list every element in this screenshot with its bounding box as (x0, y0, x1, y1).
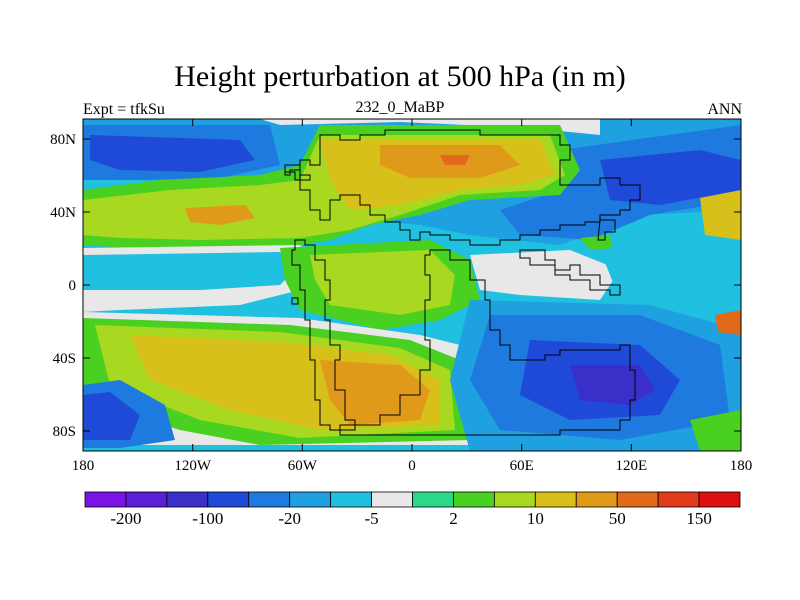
colorbar-labels: -200 -100 -20 -5 2 10 50 150 (110, 509, 711, 528)
fill-sw-deepblue (83, 392, 140, 440)
y-tick-label: 80S (53, 424, 76, 440)
colorbar-swatch (330, 491, 372, 508)
x-tick-label: 120E (615, 458, 647, 474)
colorbar-swatch (166, 491, 209, 508)
fill-east-trop-neutral (470, 250, 620, 300)
x-tick-label: 60W (288, 458, 318, 474)
fill-east-trop-cyan (600, 240, 741, 325)
y-tick-label: 0 (69, 278, 77, 294)
continent-outlines (284, 129, 641, 436)
x-axis-labels: 180 120W 60W 0 60E 120E 180 (72, 458, 753, 474)
colorbar-label: 150 (686, 509, 712, 528)
x-tick-label: 120W (174, 458, 212, 474)
fill-south-orange (320, 360, 430, 425)
fill-nmid-darkorange (440, 155, 470, 165)
outline-north-america (284, 129, 641, 246)
time-label: 232_0_MaBP (355, 99, 445, 116)
experiment-label: Expt = tfkSu (83, 101, 165, 118)
colorbar-swatch (616, 491, 659, 508)
colorbar-label: -5 (364, 509, 378, 528)
outline-island (597, 219, 616, 241)
colorbar-swatch (248, 491, 291, 508)
colorbar-swatch (657, 491, 700, 508)
x-tick-label: 180 (730, 458, 753, 474)
season-label: ANN (707, 101, 742, 118)
outline-greenland (284, 164, 311, 181)
colorbar-swatch (575, 491, 618, 508)
colorbar-swatch (453, 491, 495, 508)
colorbar-label: -20 (278, 509, 301, 528)
colorbar-label: 10 (527, 509, 544, 528)
outline-africa (339, 249, 636, 436)
outline-small-island (291, 297, 299, 305)
x-tick-label: 0 (408, 458, 416, 474)
y-axis-ticks (83, 138, 741, 432)
colorbar-swatch (371, 491, 413, 508)
y-tick-label: 40S (53, 351, 76, 367)
colorbar-label: -200 (110, 509, 141, 528)
outline-south-america (291, 239, 356, 431)
plot-title: Height perturbation at 500 hPa (in m) (174, 60, 626, 93)
colorbar-swatch (493, 491, 536, 508)
fill-arctic-neutral (260, 119, 600, 135)
y-tick-label: 40N (50, 205, 76, 221)
colorbar-swatch (207, 491, 250, 508)
colorbar-swatch (125, 491, 168, 508)
colorbar-label: 2 (449, 509, 458, 528)
colorbar-swatch (84, 491, 127, 508)
fill-asia-green (580, 235, 612, 250)
colorbar-swatch (412, 491, 454, 508)
fill-trop-lime (310, 250, 455, 315)
fill-se-purple (570, 365, 655, 405)
contour-fills (83, 119, 741, 451)
y-axis-labels: 80N 40N 0 40S 80S (50, 132, 76, 440)
y-tick-label: 80N (50, 132, 76, 148)
fill-east-deepblue (600, 150, 741, 205)
colorbar-label: -100 (192, 509, 223, 528)
colorbar-swatch (289, 491, 332, 508)
fill-east-edge-yellow (700, 190, 741, 240)
colorbar-swatch (534, 491, 577, 508)
fill-se-green (690, 410, 741, 451)
colorbar (84, 491, 741, 508)
x-axis-ticks (82, 119, 742, 451)
outline-eurasia-fragment (519, 249, 621, 296)
fill-trop-cyan-band (83, 252, 295, 290)
fill-pacific-orange (185, 205, 255, 225)
x-tick-label: 60E (510, 458, 534, 474)
fill-se-corner-red (715, 310, 741, 335)
colorbar-swatch (698, 491, 741, 508)
colorbar-label: 50 (609, 509, 626, 528)
x-tick-label: 180 (72, 458, 95, 474)
fill-north-deepblue (90, 135, 255, 172)
